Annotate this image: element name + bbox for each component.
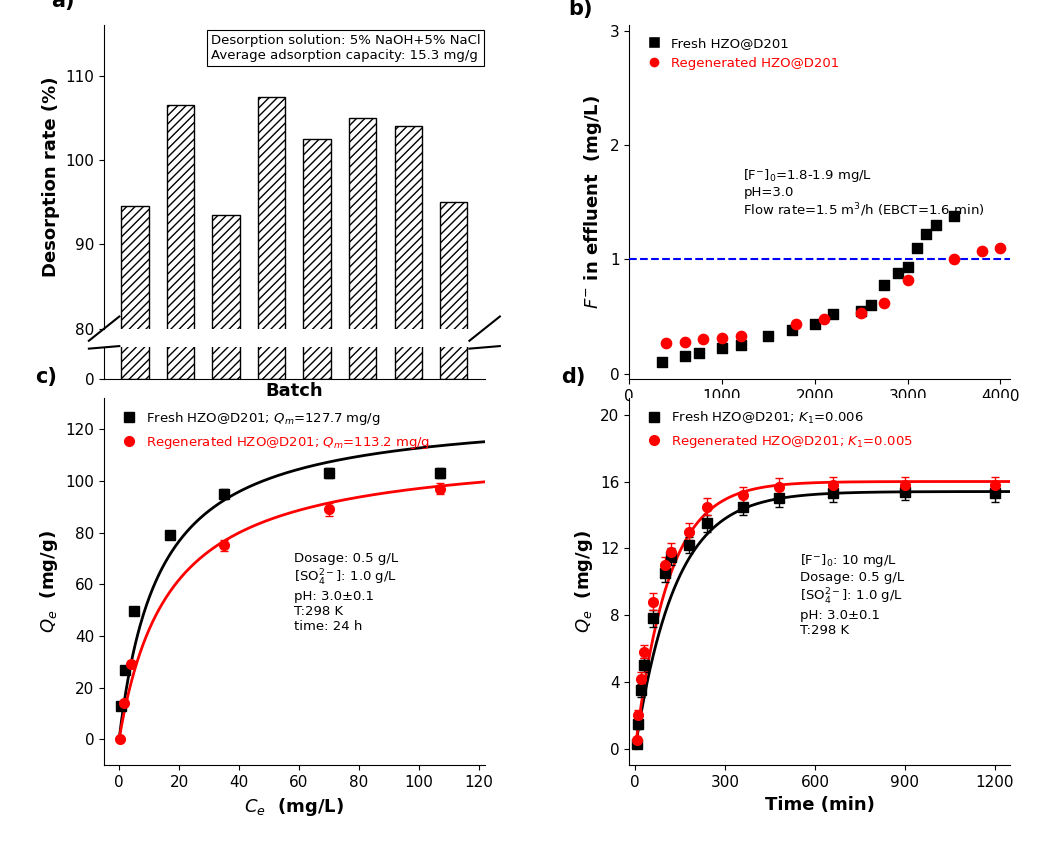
- Legend: Fresh HZO@D201; $K_1$=0.006, Regenerated HZO@D201; $K_1$=0.005: Fresh HZO@D201; $K_1$=0.006, Regenerated…: [636, 405, 918, 455]
- Bar: [258, 97, 285, 841]
- Point: [877, 296, 893, 309]
- Text: a): a): [51, 0, 74, 11]
- Legend: Fresh HZO@D201; $Q_m$=127.7 mg/g, Regenerated HZO@D201; $Q_m$=113.2 mg/g: Fresh HZO@D201; $Q_m$=127.7 mg/g, Regene…: [110, 405, 436, 456]
- Y-axis label: $Q_e$  (mg/g): $Q_e$ (mg/g): [37, 530, 60, 633]
- Bar: [395, 0, 422, 379]
- Point: [909, 241, 925, 255]
- Legend: Fresh HZO@D201, Regenerated HZO@D201: Fresh HZO@D201, Regenerated HZO@D201: [636, 32, 845, 75]
- Bar: [167, 105, 195, 841]
- Bar: [440, 0, 467, 379]
- Point: [760, 329, 777, 342]
- X-axis label: Batch: Batch: [265, 382, 323, 400]
- Point: [862, 299, 879, 312]
- X-axis label: $C_e$  (mg/L): $C_e$ (mg/L): [245, 796, 345, 817]
- Bar: [212, 0, 239, 379]
- Text: b): b): [568, 0, 593, 19]
- Bar: [122, 206, 149, 841]
- Point: [788, 318, 805, 331]
- Point: [714, 331, 731, 345]
- Point: [783, 324, 799, 337]
- Point: [732, 338, 748, 352]
- Y-axis label: $Q_e$  (mg/g): $Q_e$ (mg/g): [573, 530, 594, 633]
- X-axis label: Time (min): Time (min): [764, 796, 874, 813]
- Point: [677, 350, 693, 363]
- Point: [807, 318, 823, 331]
- Bar: [395, 126, 422, 841]
- Point: [899, 273, 916, 287]
- Text: c): c): [35, 368, 57, 388]
- Point: [677, 335, 693, 348]
- Point: [826, 308, 842, 321]
- Bar: [167, 0, 195, 379]
- Bar: [304, 139, 331, 841]
- Point: [918, 228, 935, 241]
- Text: [F$^{-}$]$_0$=1.8-1.9 mg/L
pH=3.0
Flow rate=1.5 m$^3$/h (EBCT=1.6 min): [F$^{-}$]$_0$=1.8-1.9 mg/L pH=3.0 Flow r…: [743, 167, 985, 220]
- Bar: [212, 214, 239, 841]
- Point: [890, 267, 907, 280]
- Bar: [258, 0, 285, 379]
- Point: [877, 278, 893, 291]
- Point: [853, 306, 869, 320]
- Bar: [349, 0, 376, 379]
- Text: [F$^{-}$]$_0$: 10 mg/L
Dosage: 0.5 g/L
[SO$_4^{2-}$]: 1.0 g/L
pH: 3.0±0.1
T:298 : [F$^{-}$]$_0$: 10 mg/L Dosage: 0.5 g/L […: [801, 553, 905, 637]
- Text: d): d): [561, 368, 585, 388]
- Point: [654, 356, 670, 369]
- Bar: [349, 118, 376, 841]
- Bar: [122, 0, 149, 379]
- Y-axis label: $F^{-}$ in effluent  (mg/L): $F^{-}$ in effluent (mg/L): [582, 95, 604, 309]
- Bar: [440, 202, 467, 841]
- Point: [928, 219, 944, 232]
- Point: [992, 241, 1009, 255]
- Point: [946, 209, 963, 223]
- Point: [973, 245, 990, 258]
- Point: [695, 332, 712, 346]
- Y-axis label: Desorption rate (%): Desorption rate (%): [42, 77, 60, 278]
- Point: [946, 252, 963, 266]
- Point: [658, 336, 675, 350]
- Point: [732, 329, 748, 342]
- X-axis label: Bed volume (BV): Bed volume (BV): [735, 410, 904, 427]
- Point: [899, 261, 916, 274]
- Point: [714, 341, 731, 355]
- Point: [853, 304, 869, 318]
- Point: [690, 346, 707, 360]
- Point: [816, 312, 833, 325]
- Text: Dosage: 0.5 g/L
[SO$_4^{2-}$]: 1.0 g/L
pH: 3.0±0.1
T:298 K
time: 24 h: Dosage: 0.5 g/L [SO$_4^{2-}$]: 1.0 g/L p…: [295, 553, 399, 633]
- Bar: [304, 0, 331, 379]
- Text: Desorption solution: 5% NaOH+5% NaCl
Average adsorption capacity: 15.3 mg/g: Desorption solution: 5% NaOH+5% NaCl Ave…: [210, 34, 480, 62]
